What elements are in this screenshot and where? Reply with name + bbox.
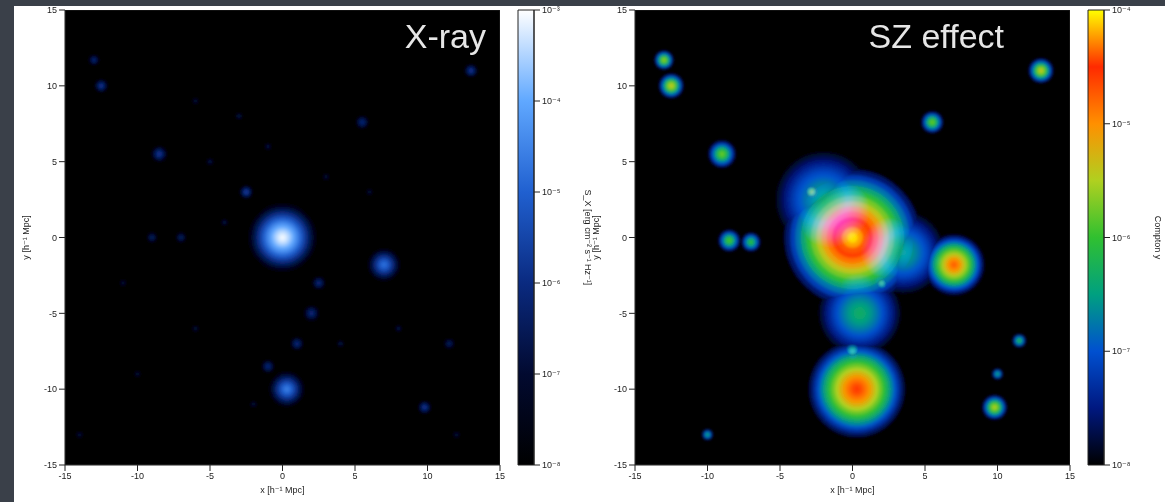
- svg-text:10⁻⁸: 10⁻⁸: [542, 460, 561, 470]
- svg-text:10⁻⁵: 10⁻⁵: [542, 187, 561, 197]
- svg-text:10⁻⁷: 10⁻⁷: [1112, 346, 1130, 356]
- svg-text:10⁻⁵: 10⁻⁵: [1112, 119, 1131, 129]
- svg-text:-15: -15: [628, 471, 641, 481]
- svg-text:10: 10: [47, 81, 57, 91]
- svg-text:10: 10: [422, 471, 432, 481]
- svg-text:15: 15: [1065, 471, 1075, 481]
- svg-text:10⁻⁷: 10⁻⁷: [542, 369, 560, 379]
- svg-text:5: 5: [352, 471, 357, 481]
- svg-text:10: 10: [617, 81, 627, 91]
- svg-text:-5: -5: [49, 309, 57, 319]
- svg-text:0: 0: [850, 471, 855, 481]
- svg-text:10: 10: [992, 471, 1002, 481]
- svg-text:y [h⁻¹ Mpc]: y [h⁻¹ Mpc]: [21, 215, 31, 259]
- svg-text:-5: -5: [619, 309, 627, 319]
- svg-text:15: 15: [47, 5, 57, 15]
- svg-text:-10: -10: [44, 384, 57, 394]
- svg-text:-15: -15: [44, 460, 57, 470]
- svg-text:x [h⁻¹ Mpc]: x [h⁻¹ Mpc]: [830, 485, 874, 495]
- svg-text:5: 5: [922, 471, 927, 481]
- svg-text:-5: -5: [206, 471, 214, 481]
- svg-text:0: 0: [622, 233, 627, 243]
- svg-text:0: 0: [280, 471, 285, 481]
- svg-text:-15: -15: [58, 471, 71, 481]
- svg-text:10⁻⁶: 10⁻⁶: [1112, 233, 1131, 243]
- svg-text:S_X [erg cm⁻² s⁻¹ Hz⁻¹]: S_X [erg cm⁻² s⁻¹ Hz⁻¹]: [582, 189, 593, 286]
- svg-text:-10: -10: [701, 471, 714, 481]
- svg-text:5: 5: [52, 157, 57, 167]
- svg-text:10⁻⁸: 10⁻⁸: [1112, 460, 1131, 470]
- svg-text:x [h⁻¹ Mpc]: x [h⁻¹ Mpc]: [260, 485, 304, 495]
- svg-text:-5: -5: [776, 471, 784, 481]
- svg-text:y [h⁻¹ Mpc]: y [h⁻¹ Mpc]: [591, 215, 601, 259]
- svg-text:10⁻⁴: 10⁻⁴: [542, 96, 561, 106]
- svg-text:-15: -15: [614, 460, 627, 470]
- svg-text:-10: -10: [131, 471, 144, 481]
- svg-text:10⁻³: 10⁻³: [542, 5, 560, 15]
- svg-text:-10: -10: [614, 384, 627, 394]
- svg-text:15: 15: [617, 5, 627, 15]
- svg-text:Compton y: Compton y: [1153, 216, 1163, 260]
- html-text:X-ray: X-ray: [404, 17, 486, 55]
- html-text:SZ effect: SZ effect: [868, 17, 1004, 55]
- svg-text:10⁻⁶: 10⁻⁶: [542, 278, 561, 288]
- svg-text:5: 5: [622, 157, 627, 167]
- svg-text:15: 15: [495, 471, 505, 481]
- svg-text:0: 0: [52, 233, 57, 243]
- svg-text:10⁻⁴: 10⁻⁴: [1112, 5, 1131, 15]
